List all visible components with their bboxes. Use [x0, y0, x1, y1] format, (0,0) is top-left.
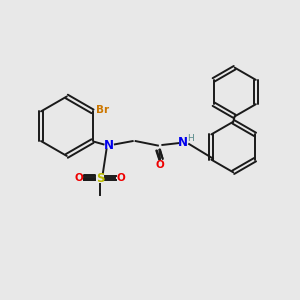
- Text: N: N: [178, 136, 188, 149]
- Text: O: O: [116, 173, 125, 183]
- Text: O: O: [75, 173, 83, 183]
- Text: S: S: [96, 172, 104, 185]
- Text: H: H: [187, 134, 194, 143]
- Text: N: N: [104, 139, 114, 152]
- Text: O: O: [156, 160, 164, 170]
- Text: Br: Br: [96, 105, 109, 115]
